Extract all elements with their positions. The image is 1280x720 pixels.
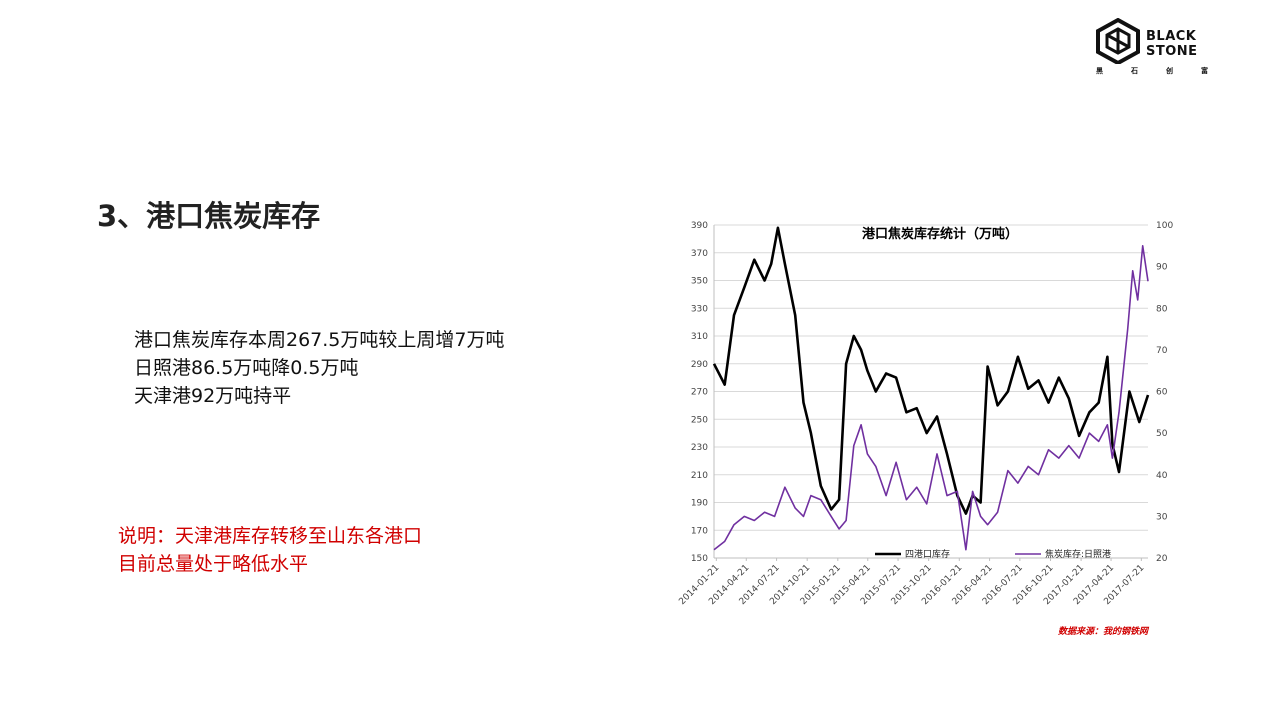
note-line: 目前总量处于略低水平 (118, 553, 309, 575)
left-tick-label: 290 (691, 360, 708, 370)
summary-text: 港口焦炭库存本周267.5万吨较上周增7万吨 日照港86.5万吨降0.5万吨 天… (134, 326, 504, 410)
left-tick-label: 370 (691, 249, 708, 259)
right-tick-label: 90 (1156, 263, 1168, 273)
brand-logo: BLACK STONE 黑 石 创 富 (1093, 18, 1213, 78)
left-tick-label: 190 (691, 499, 708, 509)
right-tick-label: 20 (1156, 554, 1168, 564)
note-line: 说明：天津港库存转移至山东各港口 (118, 525, 423, 547)
slide-title: 3、港口焦炭库存 (97, 199, 321, 233)
right-tick-label: 70 (1156, 346, 1168, 356)
logo-sub-char: 富 (1201, 67, 1208, 75)
right-tick-label: 100 (1156, 221, 1173, 231)
chart-title: 港口焦炭库存统计（万吨） (862, 226, 1018, 242)
legend-label: 焦炭库存:日照港 (1045, 548, 1111, 560)
logo-text-black: BLACK (1146, 29, 1197, 44)
logo-sub-char: 黑 (1096, 67, 1103, 75)
left-tick-label: 310 (691, 332, 708, 342)
right-tick-label: 60 (1156, 388, 1168, 398)
left-tick-label: 230 (691, 443, 708, 453)
left-tick-label: 210 (691, 471, 708, 481)
note-text: 说明：天津港库存转移至山东各港口 目前总量处于略低水平 (118, 522, 422, 578)
right-tick-label: 30 (1156, 512, 1168, 522)
x-axis: 2014-01-212014-04-212014-07-212014-10-21… (677, 557, 1148, 607)
data-source: 数据来源：我的钢铁网 (1058, 627, 1149, 637)
hexagon-logo-icon (1096, 18, 1140, 64)
series-line-rizhao (713, 244, 1149, 551)
right-tick-label: 80 (1156, 304, 1168, 314)
grid (714, 224, 1148, 559)
left-axis: 150 170 190 210 230 250 270 290 310 330 350 370 390 (691, 221, 715, 564)
right-tick-label: 50 (1156, 429, 1168, 439)
summary-line: 港口焦炭库存本周267.5万吨较上周增7万吨 (134, 329, 505, 351)
right-axis: 20 30 40 50 60 70 80 90 100 (1156, 221, 1173, 564)
chart-legend: 四港口库存 焦炭库存:日照港 (875, 548, 1111, 560)
series-lines (712, 226, 1150, 551)
left-tick-label: 270 (691, 388, 708, 398)
logo-subtitle: 黑 石 创 富 (1096, 66, 1208, 76)
legend-label: 四港口库存 (905, 548, 950, 560)
summary-line: 日照港86.5万吨降0.5万吨 (134, 357, 359, 379)
logo-sub-char: 石 (1131, 67, 1138, 75)
logo-sub-char: 创 (1166, 67, 1173, 75)
left-tick-label: 150 (691, 554, 708, 564)
right-tick-label: 40 (1156, 471, 1168, 481)
left-tick-label: 330 (691, 304, 708, 314)
left-tick-label: 390 (691, 221, 708, 231)
logo-text-stone: STONE (1146, 44, 1198, 59)
left-tick-label: 170 (691, 526, 708, 536)
left-tick-label: 350 (691, 277, 708, 287)
summary-line: 天津港92万吨持平 (134, 385, 292, 407)
port-coke-inventory-chart: 港口焦炭库存统计（万吨） 150 170 190 210 230 250 270 290 310… (677, 221, 1173, 607)
left-tick-label: 250 (691, 415, 708, 425)
series-line-four-ports (712, 226, 1150, 515)
